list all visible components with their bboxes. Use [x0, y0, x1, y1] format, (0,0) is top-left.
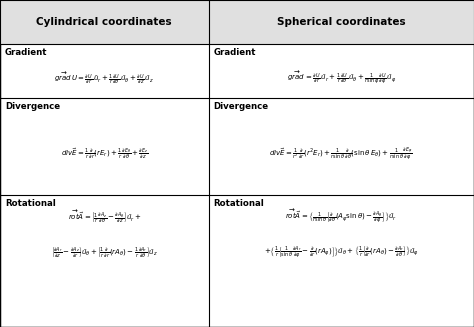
- Text: $\overrightarrow{rot}\vec{A} = \left[\frac{1}{r}\frac{\partial A_z}{\partial \th: $\overrightarrow{rot}\vec{A} = \left[\fr…: [68, 208, 141, 225]
- Text: Spherical coordinates: Spherical coordinates: [277, 17, 406, 27]
- Text: $div\vec{E} = \frac{1}{r}\frac{\partial}{\partial r}(rE_r) + \frac{1}{r}\frac{\p: $div\vec{E} = \frac{1}{r}\frac{\partial}…: [61, 146, 148, 161]
- Text: Cylindrical coordinates: Cylindrical coordinates: [36, 17, 172, 27]
- Text: $\overrightarrow{grad}\,U = \frac{\partial U}{\partial r}\,\bar{u}_r + \frac{1}{: $\overrightarrow{grad}\,U = \frac{\parti…: [54, 70, 155, 86]
- Text: $\overrightarrow{rot}\vec{A} = \left\{\frac{1}{r\sin\theta}\left[\frac{\partial}: $\overrightarrow{rot}\vec{A} = \left\{\f…: [285, 207, 397, 226]
- Text: Gradient: Gradient: [214, 48, 256, 57]
- Text: Divergence: Divergence: [214, 102, 269, 111]
- Text: $+\left\{\frac{1}{r}\left[\frac{1}{\sin\theta}\frac{\partial A_r}{\partial \varp: $+\left\{\frac{1}{r}\left[\frac{1}{\sin\…: [264, 245, 419, 262]
- Text: Divergence: Divergence: [5, 102, 60, 111]
- Bar: [0, 0, 474, 44]
- Text: Rotational: Rotational: [214, 198, 264, 208]
- Text: $div\vec{E} = \frac{1}{r^2}\frac{\partial}{\partial r}(r^2 E_r) + \frac{1}{r\sin: $div\vec{E} = \frac{1}{r^2}\frac{\partia…: [269, 145, 413, 162]
- Text: $\left[\frac{\partial A_r}{\partial z} - \frac{\partial A_z}{\partial r}\right]\: $\left[\frac{\partial A_r}{\partial z} -…: [51, 246, 158, 261]
- Text: Gradient: Gradient: [5, 48, 47, 57]
- Text: $\overrightarrow{grad}\, = \frac{\partial U}{\partial r}\,\bar{u}_r + \frac{1}{r: $\overrightarrow{grad}\, = \frac{\partia…: [287, 70, 396, 87]
- Text: Rotational: Rotational: [5, 198, 56, 208]
